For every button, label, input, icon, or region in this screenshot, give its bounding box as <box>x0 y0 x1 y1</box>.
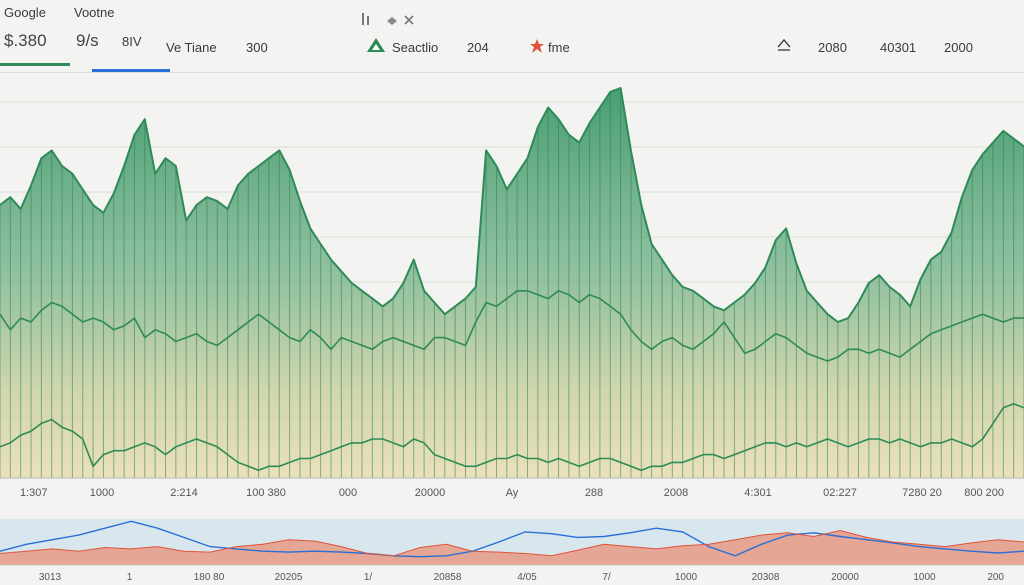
mini-x-tick-label: 200 <box>987 572 1004 583</box>
search-value: 204 <box>467 40 489 55</box>
header-divider <box>0 72 1024 73</box>
series-line-1 <box>0 87 1024 323</box>
mini-x-tick-label: 20858 <box>434 572 462 583</box>
metric-label: Vootne <box>74 5 115 20</box>
caret-up-icon[interactable] <box>776 38 792 52</box>
value-b: 8IV <box>122 34 142 49</box>
trend-value: 300 <box>246 40 268 55</box>
brand-label: Google <box>4 5 46 20</box>
x-tick-label: 800 200 <box>964 487 1004 499</box>
mini-x-tick-label: 20308 <box>752 572 780 583</box>
stack-icon[interactable] <box>386 14 398 26</box>
series-line-2 <box>0 290 1024 362</box>
mini-x-tick-label: 20000 <box>831 572 859 583</box>
series-area-1 <box>0 88 1024 478</box>
mini-series-line-1 <box>0 520 1024 558</box>
bars-icon[interactable] <box>360 12 372 26</box>
stat-1: 2080 <box>818 40 847 55</box>
mini-x-tick-label: 3013 <box>39 572 62 583</box>
mini-series-line-2 <box>0 529 1024 557</box>
trend-label[interactable]: Ve Tiane <box>166 40 217 55</box>
star-icon <box>530 39 544 53</box>
mini-x-tick-label: 7/ <box>602 572 611 583</box>
mini-x-tick-label: 180 80 <box>194 572 225 583</box>
x-tick-label: 4:301 <box>744 487 772 499</box>
mini-x-tick-label: 1 <box>127 572 133 583</box>
header-bar: Google Vootne $.380 9/s 8IV Ve Tiane 300… <box>0 0 1024 73</box>
mini-series-area-2 <box>0 530 1024 565</box>
stat-2: 40301 <box>880 40 917 55</box>
mini-x-tick-label: 20205 <box>275 572 303 583</box>
x-tick-label: 7280 20 <box>902 487 942 499</box>
price-value: $.380 <box>4 31 47 50</box>
triangle-logo-icon <box>367 38 385 52</box>
x-tick-label: 2:214 <box>170 487 198 499</box>
x-tick-label: 1000 <box>90 487 114 499</box>
x-tick-label: 288 <box>585 487 603 499</box>
mini-area-chart: 3013 1 180 80 20205 1/20858 4/05 7/1000 20308 20… <box>0 519 1024 583</box>
x-tick-label: 100 380 <box>246 487 286 499</box>
active-tab-underline-green <box>0 63 70 66</box>
series-line-3 <box>0 403 1024 471</box>
main-area-chart: 1:307 1000 2:214 100 380 000 20000 Ay 288 2008 4:… <box>0 87 1024 499</box>
x-tick-label: 2008 <box>664 487 688 499</box>
close-icon[interactable] <box>404 15 414 25</box>
mini-x-tick-label: 1000 <box>675 572 698 583</box>
x-tick-label: 000 <box>339 487 357 499</box>
x-tick-label: 1:307 <box>20 487 48 499</box>
x-tick-label: Ay <box>506 487 519 499</box>
free-label[interactable]: fme <box>548 40 570 55</box>
search-label[interactable]: Seactlio <box>392 40 439 55</box>
x-tick-label: 02:227 <box>823 487 857 499</box>
active-tab-underline-blue <box>92 69 170 72</box>
x-tick-label: 20000 <box>415 487 446 499</box>
mini-x-tick-label: 4/05 <box>517 572 537 583</box>
mini-x-tick-label: 1/ <box>364 572 373 583</box>
value-a: 9/s <box>76 31 99 50</box>
stat-3: 2000 <box>944 40 973 55</box>
mini-x-tick-label: 1000 <box>913 572 936 583</box>
